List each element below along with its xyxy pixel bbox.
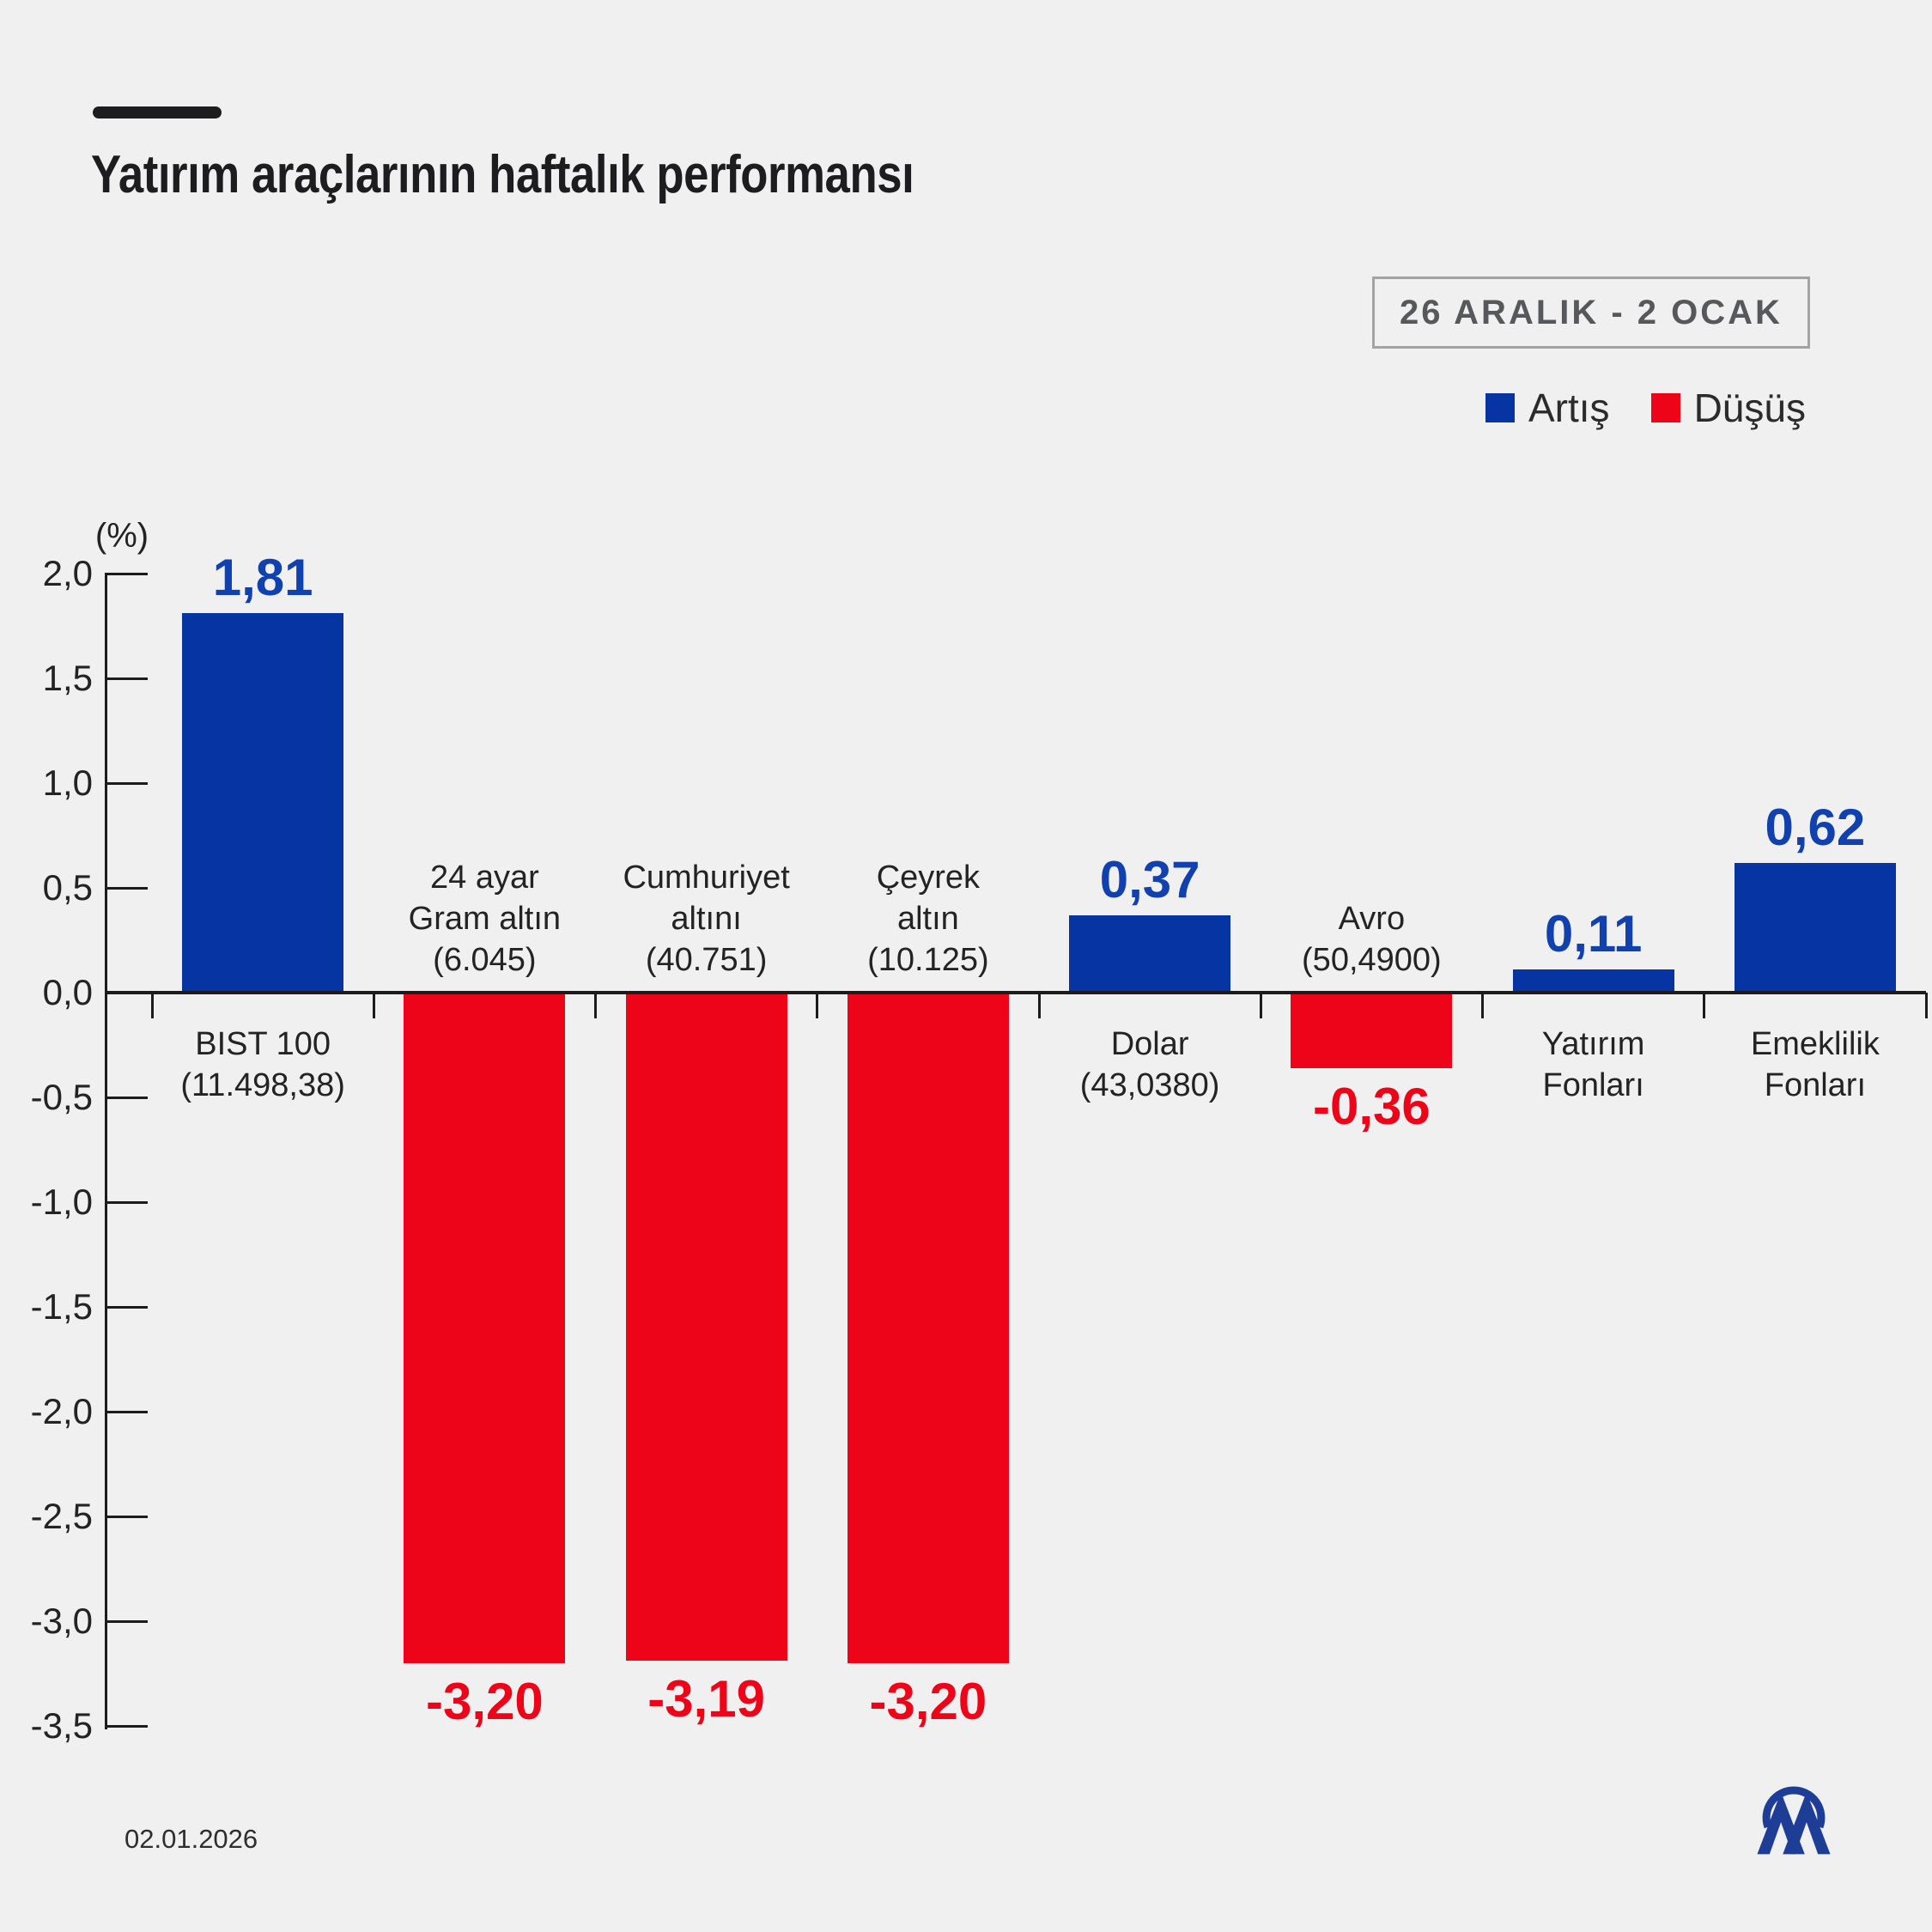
y-axis-tick — [105, 886, 148, 890]
category-boundary-tick — [816, 993, 819, 1018]
y-axis-tick-label: -1,0 — [30, 1182, 93, 1222]
bar — [1291, 993, 1453, 1068]
category-boundary-tick — [1481, 993, 1484, 1018]
increase-swatch-icon — [1485, 393, 1515, 422]
bar-category-label: Emeklilik Fonları — [1691, 1024, 1932, 1106]
chart-legend: Artış Düşüş — [1485, 385, 1806, 431]
publish-date: 02.01.2026 — [125, 1824, 258, 1854]
y-axis-tick — [105, 781, 148, 785]
date-range-badge: 26 ARALIK - 2 OCAK — [1372, 276, 1810, 349]
y-axis-unit-label: (%) — [94, 517, 149, 555]
bar-category-label-line: (11.498,38) — [180, 1067, 345, 1103]
bar-category-label-line: 24 ayar — [430, 860, 539, 896]
bar — [1734, 862, 1896, 993]
bar-category-label-line: Cumhuriyet — [623, 860, 790, 896]
bar-category-label: BIST 100 (11.498,38) — [138, 1024, 387, 1106]
bar-value-label: 0,62 — [1765, 798, 1866, 856]
category-boundary-tick — [150, 993, 154, 1018]
bar-category-label-line: altın — [896, 901, 959, 937]
bar-value-label: -3,20 — [869, 1672, 987, 1730]
y-axis-tick-label: 0,0 — [42, 972, 93, 1012]
bar-category-label-line: Avro — [1338, 901, 1406, 937]
aa-logo-letter-a — [1783, 1792, 1831, 1855]
y-axis-tick — [105, 1619, 148, 1623]
bar — [1512, 969, 1674, 993]
y-axis-line — [105, 574, 107, 1729]
legend-item-decrease: Düşüş — [1650, 385, 1806, 431]
category-boundary-tick — [594, 993, 597, 1018]
bar-category-label-line: BIST 100 — [195, 1026, 331, 1062]
bar-value-label: 1,81 — [212, 549, 313, 607]
y-axis-tick — [105, 1305, 148, 1309]
category-boundary-tick — [1259, 993, 1262, 1018]
x-axis-baseline — [105, 991, 1926, 994]
decrease-label: Düşüş — [1693, 386, 1806, 430]
bar — [847, 993, 1009, 1663]
y-axis-tick-label: -3,5 — [30, 1705, 93, 1746]
y-axis-tick — [105, 1410, 148, 1413]
y-axis-tick — [105, 1096, 148, 1099]
bar-category-label-line: (6.045) — [433, 942, 537, 978]
bar-category-label-line: (40.751) — [645, 942, 768, 978]
bar-value-label: -3,20 — [425, 1672, 544, 1730]
y-axis-tick-label: 1,5 — [42, 658, 93, 698]
bar-category-label: Yatırım Fonları — [1469, 1024, 1718, 1106]
bar-category-label-line: Emeklilik — [1750, 1026, 1880, 1062]
bar — [404, 993, 566, 1663]
date-range-text: 26 ARALIK - 2 OCAK — [1400, 293, 1783, 331]
decrease-swatch-icon — [1650, 393, 1680, 422]
y-axis-tick-label: -0,5 — [30, 1077, 93, 1117]
y-axis-tick — [105, 1515, 148, 1518]
bar-category-label-line: Fonları — [1542, 1067, 1644, 1103]
bar-category-label-line: Dolar — [1110, 1026, 1189, 1062]
y-axis-tick — [105, 1200, 148, 1204]
bar-category-label-line: (10.125) — [867, 942, 989, 978]
bar-category-label-line: Yatırım — [1541, 1026, 1645, 1062]
bar-category-label: Çeyrek altın (10.125) — [804, 857, 1053, 981]
y-axis-tick-label: -2,0 — [30, 1391, 93, 1431]
increase-label: Artış — [1528, 386, 1610, 430]
bar — [625, 993, 787, 1662]
bar-value-label: 0,11 — [1544, 905, 1643, 963]
y-axis-tick-label: -2,5 — [30, 1496, 93, 1536]
y-axis-tick-label: -3,0 — [30, 1601, 93, 1641]
bar-category-label: Avro (50,4900) — [1247, 898, 1496, 981]
legend-item-increase: Artış — [1485, 385, 1610, 431]
aa-logo-ring — [1762, 1786, 1826, 1829]
bar-category-label-line: (43,0380) — [1079, 1067, 1220, 1103]
category-boundary-tick — [1037, 993, 1041, 1018]
bar-category-label: Cumhuriyet altını (40.751) — [582, 857, 831, 981]
title-dash — [93, 106, 222, 118]
bar-category-label-line: (50,4900) — [1302, 942, 1442, 978]
bar-category-label-line: altını — [671, 901, 742, 937]
bar-category-label: 24 ayar Gram altın (6.045) — [360, 857, 609, 981]
bar-category-label-line: Gram altın — [408, 901, 562, 937]
bar — [182, 613, 344, 993]
category-boundary-tick — [1924, 993, 1928, 1018]
y-axis-tick — [105, 1724, 148, 1728]
bar-category-label: Dolar (43,0380) — [1025, 1024, 1274, 1106]
y-axis-tick-label: 1,0 — [42, 762, 93, 803]
y-axis-tick-label: -1,5 — [30, 1286, 93, 1327]
bar-category-label-line: Çeyrek — [876, 860, 981, 896]
bar-value-label: -3,19 — [647, 1670, 765, 1728]
page-title: Yatırım araçlarının haftalık performansı — [91, 145, 914, 204]
bar-value-label: 0,37 — [1099, 850, 1200, 908]
y-axis-tick — [105, 677, 148, 680]
category-boundary-tick — [372, 993, 375, 1018]
category-boundary-tick — [1703, 993, 1706, 1018]
aa-logo — [1757, 1786, 1831, 1855]
bar-category-label-line: Fonları — [1764, 1067, 1867, 1103]
y-axis-tick — [105, 572, 148, 575]
y-axis-tick-label: 0,5 — [42, 867, 93, 908]
y-axis-tick-label: 2,0 — [42, 553, 93, 593]
bar — [1069, 914, 1231, 993]
bar-value-label: -0,36 — [1312, 1077, 1431, 1135]
